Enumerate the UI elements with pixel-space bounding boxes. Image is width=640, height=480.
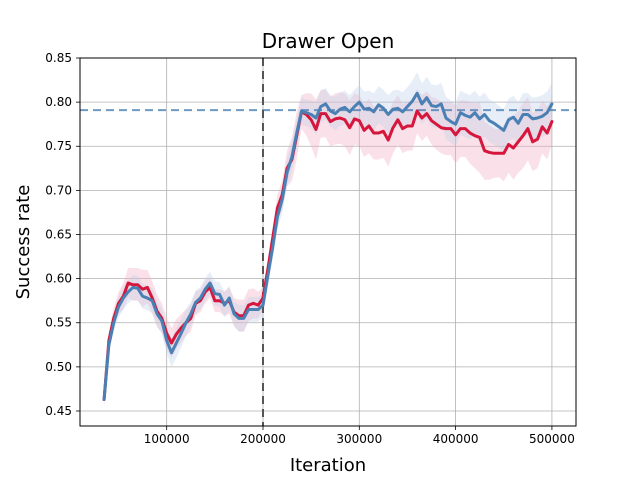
- x-tick-label: 200000: [240, 432, 286, 446]
- y-tick-label: 0.70: [45, 183, 72, 197]
- blue-series-band: [104, 72, 552, 404]
- series-lines: [102, 91, 554, 402]
- x-axis-label: Iteration: [290, 455, 366, 476]
- y-tick-label: 0.60: [45, 272, 72, 286]
- y-tick-label: 0.75: [45, 139, 72, 153]
- y-axis-ticks: 0.45 0.50 0.55 0.60 0.65 0.70 0.75 0.80 0.85: [45, 51, 80, 418]
- x-tick-label: 300000: [336, 432, 382, 446]
- red-series-line: [102, 109, 554, 402]
- x-tick-label: 100000: [144, 432, 190, 446]
- y-tick-label: 0.80: [45, 95, 72, 109]
- y-tick-label: 0.85: [45, 51, 72, 65]
- x-tick-label: 400000: [433, 432, 479, 446]
- chart-title: Drawer Open: [262, 29, 395, 53]
- y-tick-label: 0.50: [45, 360, 72, 374]
- y-tick-label: 0.55: [45, 316, 72, 330]
- y-axis-label: Success rate: [13, 185, 34, 300]
- x-tick-label: 500000: [529, 432, 575, 446]
- blue-series-line: [102, 91, 554, 402]
- plot-frame: [79, 57, 577, 427]
- x-axis-ticks: 100000 200000 300000 400000 500000: [144, 426, 575, 446]
- y-tick-label: 0.45: [45, 404, 72, 418]
- y-tick-label: 0.65: [45, 227, 72, 241]
